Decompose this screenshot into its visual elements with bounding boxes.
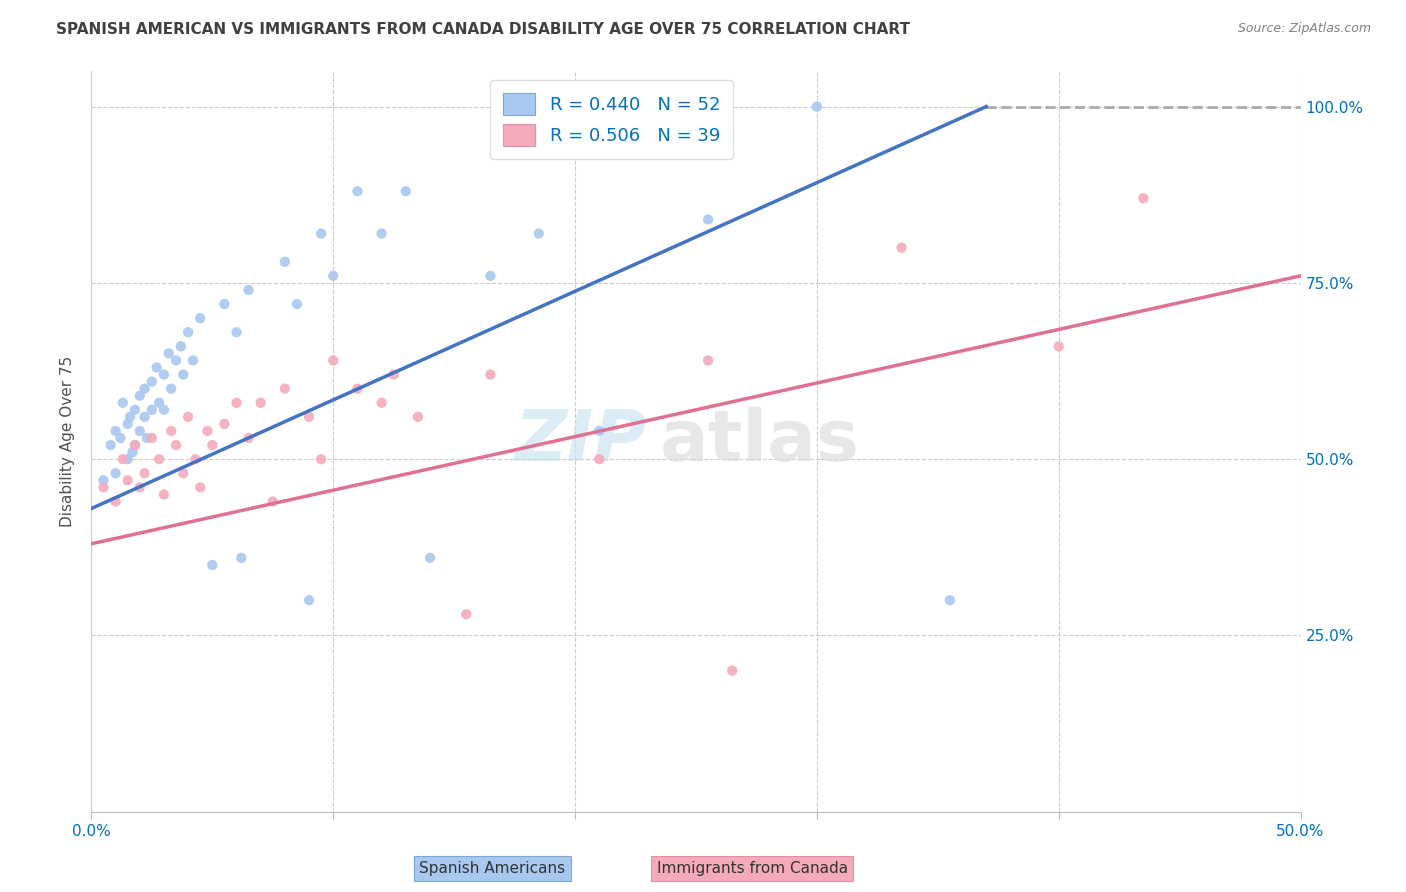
Point bbox=[274, 382, 297, 396]
Point bbox=[890, 241, 912, 255]
Point bbox=[177, 325, 200, 339]
Point bbox=[128, 424, 150, 438]
Point bbox=[148, 396, 170, 410]
Point bbox=[104, 424, 127, 438]
Point bbox=[309, 452, 332, 467]
Text: Spanish Americans: Spanish Americans bbox=[419, 861, 565, 876]
Point bbox=[225, 325, 247, 339]
Point bbox=[153, 368, 176, 382]
Point bbox=[201, 558, 224, 572]
Point bbox=[1047, 339, 1070, 353]
Point bbox=[188, 311, 211, 326]
Point bbox=[128, 480, 150, 494]
Y-axis label: Disability Age Over 75: Disability Age Over 75 bbox=[60, 356, 76, 527]
Point bbox=[370, 227, 392, 241]
Text: Source: ZipAtlas.com: Source: ZipAtlas.com bbox=[1237, 22, 1371, 36]
Point bbox=[238, 283, 260, 297]
Point bbox=[124, 402, 146, 417]
Point bbox=[172, 368, 194, 382]
Point bbox=[134, 409, 156, 424]
Point bbox=[697, 353, 720, 368]
Point bbox=[322, 353, 344, 368]
Point bbox=[170, 339, 193, 353]
Point bbox=[117, 417, 139, 431]
Point bbox=[479, 268, 502, 283]
Point bbox=[124, 438, 146, 452]
Point bbox=[721, 664, 744, 678]
Point bbox=[93, 473, 115, 487]
Point bbox=[141, 431, 163, 445]
Point bbox=[153, 487, 176, 501]
Point bbox=[201, 438, 224, 452]
Point bbox=[181, 353, 204, 368]
Point bbox=[939, 593, 962, 607]
Point bbox=[346, 184, 368, 198]
Point bbox=[134, 467, 156, 481]
Point bbox=[382, 368, 405, 382]
Point bbox=[121, 445, 143, 459]
Point bbox=[406, 409, 429, 424]
Point bbox=[298, 409, 321, 424]
Point bbox=[117, 452, 139, 467]
Point bbox=[588, 452, 610, 467]
Text: SPANISH AMERICAN VS IMMIGRANTS FROM CANADA DISABILITY AGE OVER 75 CORRELATION CH: SPANISH AMERICAN VS IMMIGRANTS FROM CANA… bbox=[56, 22, 910, 37]
Point bbox=[100, 438, 122, 452]
Point bbox=[141, 402, 163, 417]
Point bbox=[157, 346, 180, 360]
Point bbox=[1132, 191, 1154, 205]
Point bbox=[588, 424, 610, 438]
Point bbox=[172, 467, 194, 481]
Point bbox=[110, 431, 132, 445]
Point bbox=[225, 396, 247, 410]
Point bbox=[124, 438, 146, 452]
Legend: R = 0.440   N = 52, R = 0.506   N = 39: R = 0.440 N = 52, R = 0.506 N = 39 bbox=[489, 80, 733, 159]
Point bbox=[160, 424, 183, 438]
Point bbox=[419, 550, 441, 565]
Point bbox=[214, 297, 236, 311]
Point bbox=[177, 409, 200, 424]
Point bbox=[309, 227, 332, 241]
Point bbox=[148, 452, 170, 467]
Point bbox=[104, 494, 127, 508]
Point bbox=[160, 382, 183, 396]
Point bbox=[184, 452, 207, 467]
Point bbox=[134, 382, 156, 396]
Point bbox=[395, 184, 418, 198]
Text: Immigrants from Canada: Immigrants from Canada bbox=[657, 861, 848, 876]
Point bbox=[249, 396, 271, 410]
Point bbox=[117, 473, 139, 487]
Point bbox=[527, 227, 550, 241]
Point bbox=[111, 396, 134, 410]
Point bbox=[346, 382, 368, 396]
Point bbox=[165, 438, 187, 452]
Point bbox=[697, 212, 720, 227]
Text: atlas: atlas bbox=[659, 407, 859, 476]
Point bbox=[370, 396, 392, 410]
Point bbox=[322, 268, 344, 283]
Point bbox=[145, 360, 167, 375]
Point bbox=[238, 431, 260, 445]
Point bbox=[120, 409, 142, 424]
Point bbox=[128, 389, 150, 403]
Point bbox=[214, 417, 236, 431]
Point bbox=[136, 431, 159, 445]
Point bbox=[197, 424, 219, 438]
Point bbox=[456, 607, 478, 622]
Point bbox=[298, 593, 321, 607]
Point bbox=[141, 375, 163, 389]
Point bbox=[612, 100, 634, 114]
Point bbox=[262, 494, 284, 508]
Point bbox=[274, 254, 297, 268]
Point bbox=[153, 402, 176, 417]
Point bbox=[104, 467, 127, 481]
Point bbox=[806, 100, 828, 114]
Point bbox=[479, 368, 502, 382]
Point bbox=[188, 480, 211, 494]
Point bbox=[165, 353, 187, 368]
Text: ZIP: ZIP bbox=[516, 407, 648, 476]
Point bbox=[111, 452, 134, 467]
Point bbox=[93, 480, 115, 494]
Point bbox=[231, 550, 253, 565]
Point bbox=[285, 297, 308, 311]
